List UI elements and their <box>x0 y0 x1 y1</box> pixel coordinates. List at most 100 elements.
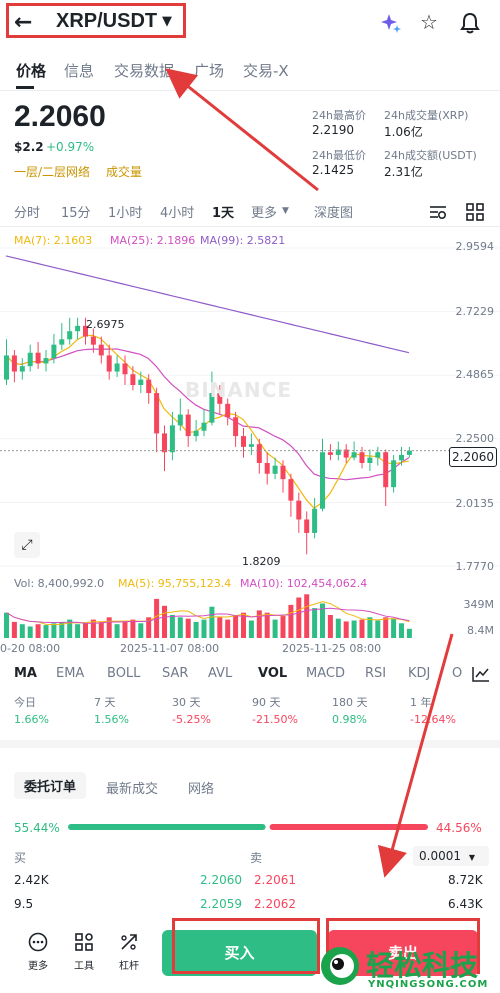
perf-value: 1.66% <box>14 713 49 726</box>
watermark-brand-en: YNQINGSONG.COM <box>368 979 489 990</box>
ind-ma[interactable]: MA <box>14 666 37 681</box>
tab-trade-x[interactable]: 交易-X <box>243 62 289 80</box>
candle <box>138 379 144 386</box>
chevron-down-icon[interactable]: ▼ <box>162 14 172 29</box>
tab-latest-trades[interactable]: 最新成交 <box>106 782 159 797</box>
candle <box>75 325 81 332</box>
more-label[interactable]: 更多 <box>28 961 48 972</box>
candle <box>312 508 318 533</box>
tf-depth[interactable]: 深度图 <box>314 206 354 221</box>
bid-price[interactable]: 2.2060 <box>200 873 242 887</box>
tf-1d[interactable]: 1天 <box>212 206 235 221</box>
usd-price: $2.2 <box>14 140 44 154</box>
perf-label: 90 天 <box>252 696 281 709</box>
vol-axis-top: 349M <box>463 598 495 611</box>
tf-4h[interactable]: 4小时 <box>160 206 195 221</box>
price-axis-label: 2.9594 <box>455 240 495 253</box>
tab-info[interactable]: 信息 <box>64 62 95 80</box>
leverage-icon[interactable] <box>119 932 139 952</box>
bid-price[interactable]: 2.2059 <box>200 897 242 911</box>
volume-bar <box>59 621 65 638</box>
date-label: 2025-11-25 08:00 <box>282 642 382 655</box>
tab-price[interactable]: 价格 <box>16 62 47 80</box>
star-icon[interactable]: ☆ <box>420 10 438 34</box>
ma7-label: MA(7): 2.1603 <box>14 234 93 247</box>
tools-label[interactable]: 工具 <box>74 961 94 972</box>
candlestick-chart[interactable] <box>0 230 500 575</box>
ind-macd[interactable]: MACD <box>306 666 345 681</box>
perf-label: 30 天 <box>172 696 201 709</box>
ind-vol[interactable]: VOL <box>258 666 288 681</box>
ind-more[interactable]: O <box>452 666 463 681</box>
caret-down-icon[interactable]: ▼ <box>282 206 289 216</box>
site-watermark: 轻松科技 YNQINGSONG.COM <box>318 944 500 993</box>
candle <box>209 393 215 423</box>
tab-square[interactable]: 广场 <box>194 62 225 80</box>
candle <box>154 393 160 434</box>
ind-boll[interactable]: BOLL <box>107 666 141 681</box>
stat-low-label: 24h最低价 <box>312 149 366 162</box>
perf-label: 1 年 <box>410 696 432 709</box>
candle <box>19 366 25 372</box>
perf-label: 180 天 <box>332 696 368 709</box>
tf-time[interactable]: 分时 <box>14 206 41 221</box>
ind-rsi[interactable]: RSI <box>365 666 387 681</box>
indicator-settings-icon[interactable] <box>472 666 490 682</box>
leverage-label[interactable]: 杠杆 <box>119 961 139 972</box>
volume-bar <box>122 621 128 638</box>
more-icon[interactable] <box>28 932 48 952</box>
date-label: 2025-11-07 08:00 <box>120 642 220 655</box>
candle <box>146 379 152 394</box>
tab-orders[interactable]: 委托订单 <box>14 772 87 799</box>
price-axis-label: 2.4865 <box>455 368 495 381</box>
chart-settings-icon[interactable] <box>428 203 448 221</box>
vol-axis-bottom: 8.4M <box>467 624 494 637</box>
candle <box>264 462 270 474</box>
candle <box>225 403 231 418</box>
tick-size-select[interactable]: 0.0001 ▼ <box>413 846 489 866</box>
volume-chart <box>4 594 412 638</box>
candle <box>201 422 207 431</box>
volume-bar <box>217 617 223 638</box>
volume-bar <box>169 615 175 638</box>
fullscreen-expand-icon[interactable]: ⤢ <box>14 532 40 558</box>
volume-bar <box>67 619 73 638</box>
tf-more[interactable]: 更多 <box>251 206 278 221</box>
candle <box>280 465 286 480</box>
volume-bar <box>383 617 389 638</box>
ask-price[interactable]: 2.2062 <box>254 897 296 911</box>
volume-tag[interactable]: 成交量 <box>106 165 143 179</box>
buy-button[interactable]: 买入 <box>162 930 317 976</box>
volume-bar <box>177 617 183 638</box>
ind-sar[interactable]: SAR <box>162 666 189 681</box>
tools-icon[interactable] <box>74 932 94 952</box>
candle <box>375 452 381 458</box>
pair-selector[interactable]: XRP/USDT <box>56 10 158 32</box>
ind-ema[interactable]: EMA <box>56 666 85 681</box>
grid-layout-icon[interactable] <box>466 203 484 221</box>
candle <box>98 344 104 356</box>
ai-sparkle-icon[interactable] <box>380 12 402 34</box>
candle <box>11 355 17 372</box>
volume-bar <box>75 624 81 638</box>
ask-price[interactable]: 2.2061 <box>254 873 296 887</box>
volume-bar <box>35 624 41 638</box>
ind-avl[interactable]: AVL <box>208 666 233 681</box>
candle <box>114 363 120 372</box>
tab-trade-data[interactable]: 交易数据 <box>114 62 175 80</box>
tf-1h[interactable]: 1小时 <box>108 206 143 221</box>
perf-value: 0.98% <box>332 713 367 726</box>
buy-ratio: 55.44% <box>14 821 60 835</box>
bell-icon[interactable] <box>460 12 480 34</box>
ind-kdj[interactable]: KDJ <box>408 666 431 681</box>
tab-network[interactable]: 网络 <box>188 782 215 797</box>
volume-bar <box>51 623 57 638</box>
network-tag[interactable]: 一层/二层网络 <box>14 165 91 179</box>
volume-bar <box>351 620 357 638</box>
annotation-box-pair <box>6 3 186 38</box>
back-arrow-icon[interactable]: ← <box>14 10 33 35</box>
tf-15m[interactable]: 15分 <box>61 206 91 221</box>
candle <box>67 331 73 340</box>
volume-bar <box>288 604 294 638</box>
volume-bar <box>83 623 88 638</box>
